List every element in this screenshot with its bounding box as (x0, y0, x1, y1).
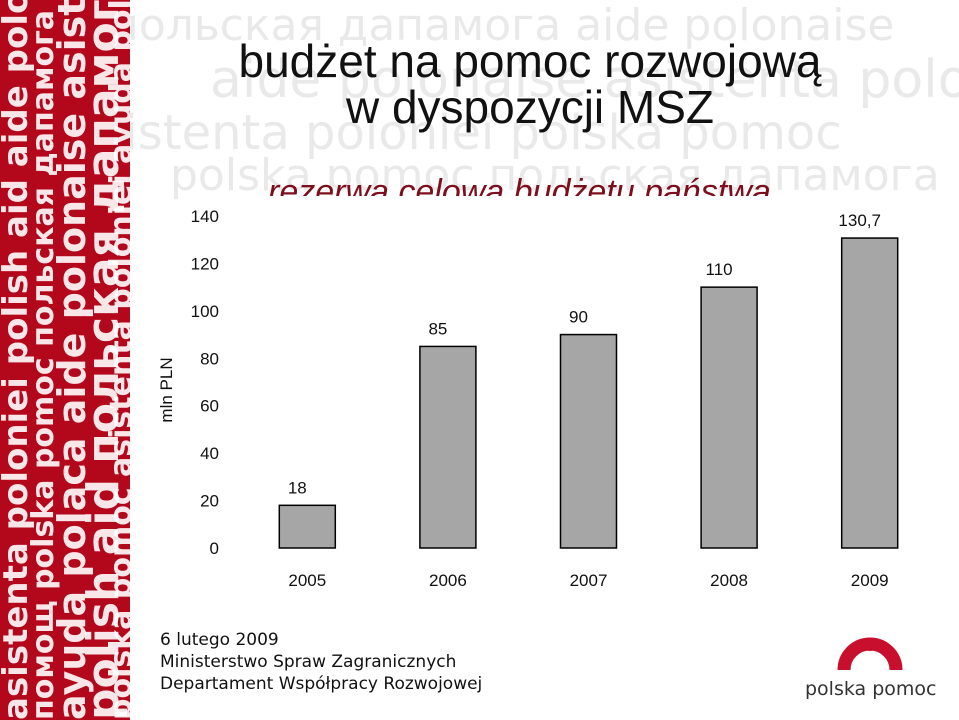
footer-date: 6 lutego 2009 (160, 630, 279, 650)
y-tick-label: 140 (191, 207, 219, 226)
footer: 6 lutego 2009 Ministerstwo Spraw Zagrani… (160, 629, 482, 695)
data-label-2006: 85 (428, 319, 447, 338)
x-tick-label-2008: 2008 (710, 571, 748, 590)
y-tick-label: 100 (191, 302, 219, 321)
data-label-2008: 110 (706, 260, 733, 279)
watermark-text: aide polonaise asistenta poloniei (210, 50, 959, 110)
data-label-2009: 130,7 (838, 211, 881, 230)
x-tick-label-2009: 2009 (851, 571, 889, 590)
y-tick-label: 60 (200, 397, 219, 416)
logo-text: polska pomoc (805, 678, 937, 700)
data-label-2007: 90 (569, 308, 588, 327)
y-tick-label: 40 (200, 444, 219, 463)
slide-title-line-1: budżet na pomoc rozwojową (238, 35, 822, 87)
x-tick-label-2006: 2006 (429, 571, 467, 590)
data-label-2005: 18 (288, 478, 307, 497)
bar-chart: 0 20 40 60 80 100 120 140 mln PLN 18 2005 85 2006 90 2… (157, 207, 899, 590)
logo-dot (864, 639, 876, 651)
x-tick-label-2005: 2005 (288, 571, 326, 590)
watermark-texture: польская дапамога aide polonaise aide pol… (130, 0, 959, 200)
x-tick-label-2007: 2007 (570, 571, 608, 590)
y-tick-label: 20 (200, 492, 219, 511)
bar-2009 (840, 237, 899, 549)
bar-2007 (559, 333, 618, 549)
slide-title-line-2: w dyspozycji MSZ (345, 81, 715, 133)
watermark-text: asistenta poloniei polska pomoc (130, 105, 842, 161)
watermark-text: polska pomoc польская дапамога (170, 150, 940, 200)
footer-ministry: Ministerstwo Spraw Zagranicznych (160, 652, 457, 672)
y-tick-label: 120 (191, 254, 219, 273)
slide-title: budżet na pomoc rozwojową w dyspozycji M… (150, 38, 910, 130)
y-axis-label: mln PLN (157, 357, 176, 422)
bar-2008 (700, 286, 758, 549)
bar-2005 (278, 504, 337, 549)
decorative-band: asistenta poloniei polish aid aide polon… (0, 0, 130, 720)
watermark-text: польская дапамога aide polonaise (130, 0, 895, 51)
bar-2006 (419, 345, 477, 549)
footer-department: Departament Współpracy Rozwojowej (160, 674, 483, 694)
polska-pomoc-logo-icon (837, 637, 903, 671)
y-tick-label: 0 (210, 539, 219, 558)
y-tick-label: 80 (200, 349, 219, 368)
